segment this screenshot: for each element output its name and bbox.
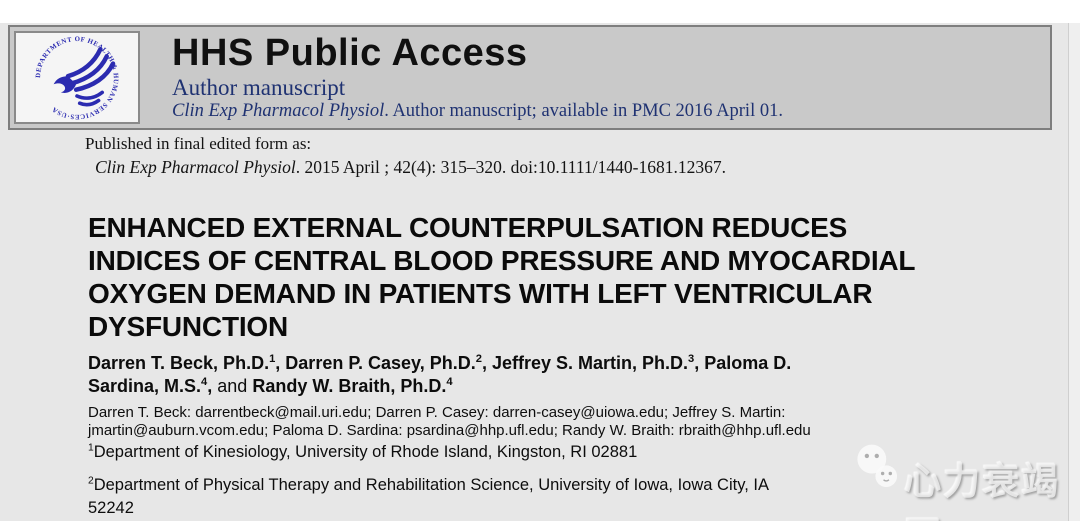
hhs-public-access-title: HHS Public Access <box>172 32 528 74</box>
published-in-label: Published in final edited form as: <box>85 134 312 153</box>
top-white-band <box>0 0 1080 23</box>
pmc-availability-line: Clin Exp Pharmacol Physiol. Author manus… <box>172 101 783 121</box>
page-right-edge <box>1068 23 1080 521</box>
author-manuscript-label: Author manuscript <box>172 75 346 100</box>
affiliation-2: 2Department of Physical Therapy and Reha… <box>88 475 769 517</box>
citation-block: Published in final edited form as: Clin … <box>85 134 726 178</box>
hhs-logo-box: DEPARTMENT OF HEALTH & HUMAN SERVICES·US… <box>14 31 140 124</box>
hhs-seal-icon: DEPARTMENT OF HEALTH & HUMAN SERVICES·US… <box>35 36 119 120</box>
affiliation-1: 1Department of Kinesiology, University o… <box>88 442 638 461</box>
author-emails: Darren T. Beck: darrentbeck@mail.uri.edu… <box>88 404 811 439</box>
watermark-text: 心力衰竭网 <box>904 461 1061 521</box>
svg-text:DEPARTMENT OF HEALTH & HUMAN S: DEPARTMENT OF HEALTH & HUMAN SERVICES·US… <box>35 36 119 120</box>
journal-citation-line: Clin Exp Pharmacol Physiol. 2015 April ;… <box>95 157 726 177</box>
hhs-banner: DEPARTMENT OF HEALTH & HUMAN SERVICES·US… <box>8 25 1052 130</box>
seal-ring-text: DEPARTMENT OF HEALTH & HUMAN SERVICES·US… <box>35 36 118 120</box>
chat-faces-icon <box>857 444 898 488</box>
article-title: ENHANCED EXTERNAL COUNTERPULSATION REDUC… <box>88 212 916 342</box>
author-list: Darren T. Beck, Ph.D.1, Darren P. Casey,… <box>88 353 792 396</box>
watermark: 心力衰竭网 <box>852 441 1080 521</box>
